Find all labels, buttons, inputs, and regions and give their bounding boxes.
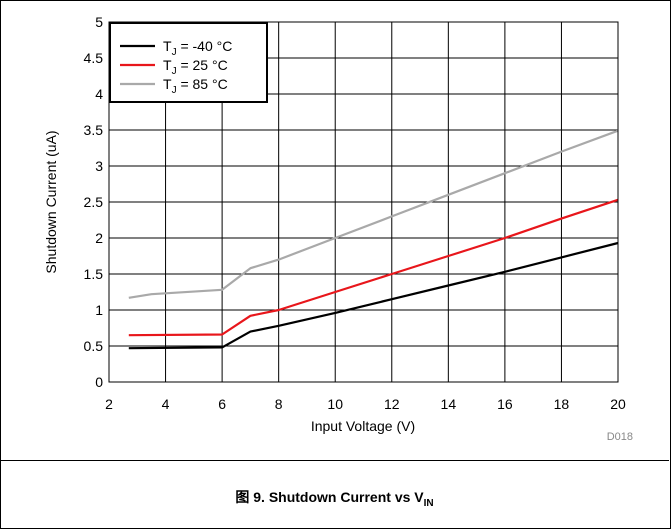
- caption-separator: [0, 460, 669, 461]
- y-tick-label-9: 4.5: [84, 50, 104, 66]
- caption-text: 图 9. Shutdown Current vs V: [235, 489, 424, 505]
- series-lines: [128, 129, 619, 350]
- x-tick-label-4: 10: [327, 396, 343, 412]
- x-tick-label-1: 4: [162, 396, 170, 412]
- watermark-label: D018: [607, 431, 633, 443]
- x-tick-label-6: 14: [441, 396, 457, 412]
- legend-label-2: TJ = 85 °C: [163, 76, 228, 96]
- legend-label-0: TJ = -40 °C: [163, 38, 232, 58]
- y-tick-label-5: 2.5: [84, 194, 104, 210]
- x-tick-label-0: 2: [105, 396, 113, 412]
- legend-label-sub-0: J: [172, 47, 177, 58]
- legend-label-rest-1: = 25 °C: [177, 57, 228, 73]
- shutdown-current-chart: 2 4 6 8 10 12 14 16 18 20 0 0.5 1 1.5 2 2.5 3 3.5 4 4.5 5 I…: [43, 14, 633, 443]
- y-tick-label-2: 1: [95, 302, 103, 318]
- y-tick-label-1: 0.5: [84, 338, 104, 354]
- legend-box: [109, 22, 268, 103]
- x-tick-label-2: 6: [218, 396, 226, 412]
- y-tick-label-7: 3.5: [84, 122, 104, 138]
- x-tick-label-9: 20: [610, 396, 626, 412]
- legend-label-sub-2: J: [172, 85, 177, 96]
- x-tick-labels: 2 4 6 8 10 12 14 16 18 20: [105, 396, 626, 412]
- x-tick-label-5: 12: [384, 396, 400, 412]
- x-axis-label: Input Voltage (V): [311, 418, 415, 434]
- y-tick-label-4: 2: [95, 230, 103, 246]
- figure-caption: 图 9. Shutdown Current vs VIN: [0, 487, 669, 509]
- series-line-2: [128, 129, 619, 299]
- legend-label-rest-0: = -40 °C: [177, 38, 233, 54]
- legend-label-main-1: T: [163, 57, 172, 73]
- legend: TJ = -40 °CTJ = 25 °CTJ = 85 °C: [109, 22, 268, 103]
- legend-label-1: TJ = 25 °C: [163, 57, 228, 77]
- y-tick-label-10: 5: [95, 14, 103, 30]
- legend-label-rest-2: = 85 °C: [177, 76, 228, 92]
- series-line-0: [128, 241, 619, 350]
- y-tick-label-3: 1.5: [84, 266, 104, 282]
- x-tick-label-3: 8: [275, 396, 283, 412]
- legend-label-sub-1: J: [172, 66, 177, 77]
- plot-area-border: [108, 21, 619, 383]
- series-line-1: [128, 198, 619, 337]
- y-tick-label-6: 3: [95, 158, 103, 174]
- caption-subscript: IN: [423, 497, 434, 509]
- x-tick-label-8: 18: [554, 396, 570, 412]
- y-tick-labels: 0 0.5 1 1.5 2 2.5 3 3.5 4 4.5 5: [84, 14, 104, 390]
- x-tick-label-7: 16: [497, 396, 513, 412]
- y-tick-label-8: 4: [95, 86, 103, 102]
- y-axis-label: Shutdown Current (uA): [43, 130, 59, 273]
- legend-label-main-2: T: [163, 76, 172, 92]
- legend-label-main-0: T: [163, 38, 172, 54]
- y-tick-label-0: 0: [95, 374, 103, 390]
